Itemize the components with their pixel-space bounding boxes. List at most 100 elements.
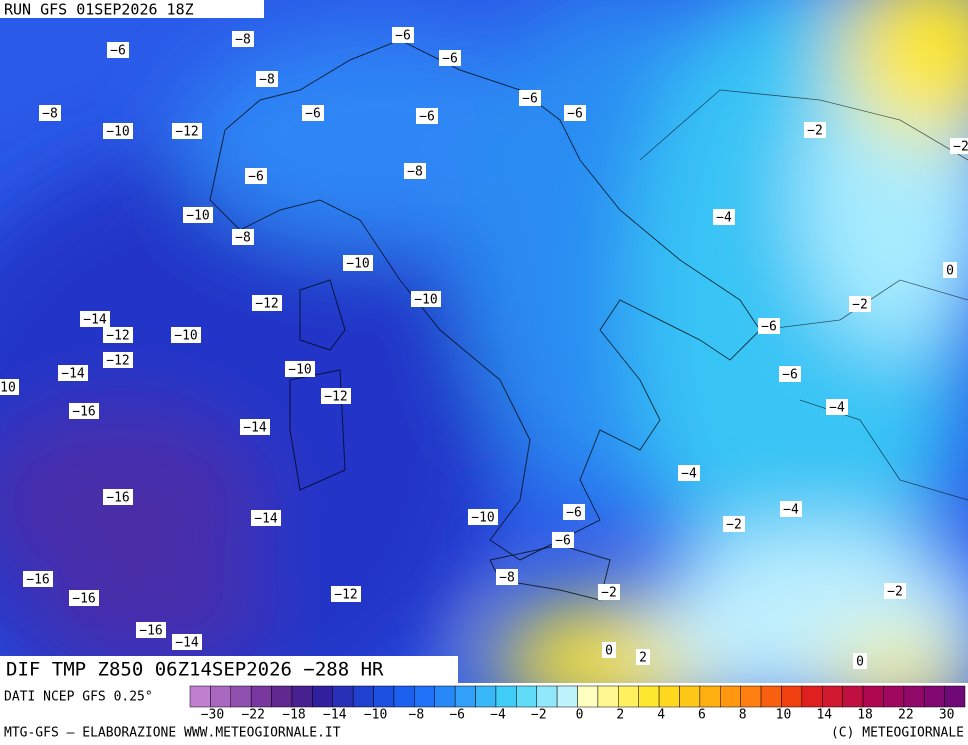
contour-label-box xyxy=(392,27,414,43)
contour-label: −8 xyxy=(42,107,58,122)
contour-label-box xyxy=(136,622,166,638)
colorbar-swatch xyxy=(821,685,843,708)
contour-label-box xyxy=(411,291,441,307)
contour-label-box xyxy=(943,262,957,278)
colorbar-label: 22 xyxy=(898,708,914,723)
colorbar-swatch xyxy=(679,685,701,708)
contour-label: −8 xyxy=(235,33,251,48)
contour-label-box xyxy=(103,327,133,343)
colorbar-label: −18 xyxy=(282,708,305,723)
colorbar-swatch xyxy=(189,685,211,708)
footer-right: (C) METEOGIORNALE xyxy=(831,726,964,741)
run-box xyxy=(0,0,264,18)
contour-label: 0 xyxy=(856,655,864,670)
contour-label: −6 xyxy=(566,506,582,521)
contour-label-box xyxy=(302,105,324,121)
source-note: DATI NCEP GFS 0.25° xyxy=(4,690,153,705)
contour-label-box xyxy=(598,584,620,600)
contour-label-box xyxy=(416,108,438,124)
contour-label-box xyxy=(826,399,848,415)
contour-label-box xyxy=(232,229,254,245)
colorbar-swatch xyxy=(291,685,313,708)
contour-label: −12 xyxy=(334,588,357,603)
colorbar-swatch xyxy=(801,685,823,708)
contour-label: −8 xyxy=(235,231,251,246)
contour-label: −2 xyxy=(726,518,742,533)
contour-label-box xyxy=(245,168,267,184)
footer-left: MTG-GFS – ELABORAZIONE WWW.METEOGIORNALE… xyxy=(4,726,341,741)
contour-label-box xyxy=(804,122,826,138)
colorbar-swatch xyxy=(556,685,578,708)
contour-label-box xyxy=(252,295,282,311)
contour-label-box xyxy=(285,361,315,377)
colorbar-swatch xyxy=(230,685,252,708)
colorbar-swatch xyxy=(475,685,497,708)
colorbar-swatch xyxy=(842,685,864,708)
contour-label-box xyxy=(251,510,281,526)
contour-label: −6 xyxy=(567,107,583,122)
colorbar-swatch xyxy=(720,685,741,708)
contour-label-box xyxy=(256,71,278,87)
contour-label: −16 xyxy=(106,491,129,506)
contour-label-box xyxy=(232,31,254,47)
contour-label: −2 xyxy=(601,586,617,601)
contour-label: −6 xyxy=(442,52,458,67)
contour-label-box xyxy=(331,586,361,602)
colorbar-swatch xyxy=(618,685,639,708)
contour-label: −10 xyxy=(346,257,369,272)
field-title: DIF TMP Z850 06Z14SEP2026 −288 HR xyxy=(6,659,384,681)
colorbar-swatch xyxy=(312,685,334,708)
contour-label: −2 xyxy=(807,124,823,139)
colorbar-swatch xyxy=(781,685,803,708)
contour-label: −16 xyxy=(26,573,49,588)
contour-label-box xyxy=(172,634,202,650)
contour-label: −6 xyxy=(782,368,798,383)
run-title: RUN GFS 01SEP2026 18Z xyxy=(4,1,194,19)
contour-label: −14 xyxy=(83,313,107,328)
colorbar-swatch xyxy=(250,685,272,708)
contour-label-box xyxy=(69,590,99,606)
colorbar-label: −2 xyxy=(531,708,547,723)
contour-label: −10 xyxy=(288,363,311,378)
contour-label-box xyxy=(439,50,461,66)
contour-label-box xyxy=(103,489,133,505)
contour-label: −6 xyxy=(419,110,435,125)
contour-label: −2 xyxy=(887,585,903,600)
contour-label-box xyxy=(602,642,616,658)
colorbar-swatch xyxy=(862,685,884,708)
colorbar-swatch xyxy=(352,685,374,708)
contour-label: 0 xyxy=(605,644,613,659)
contour-label: −10 xyxy=(106,125,129,140)
contour-label: −14 xyxy=(243,421,267,436)
colorbar-swatch xyxy=(658,685,680,708)
contour-label: −8 xyxy=(407,165,423,180)
colorbar-swatch xyxy=(883,685,905,708)
contour-label: −2 xyxy=(953,140,968,155)
colorbar-label: −6 xyxy=(449,708,465,723)
colorbar-label: 6 xyxy=(698,708,706,723)
contour-label: −12 xyxy=(106,329,129,344)
colorbar-label: −10 xyxy=(364,708,387,723)
contour-label-box xyxy=(103,352,133,368)
colorbar-label: 18 xyxy=(857,708,873,723)
contour-label-box xyxy=(636,649,650,665)
colorbar-label: 4 xyxy=(657,708,665,723)
colorbar-label: 30 xyxy=(939,708,955,723)
contour-label-box xyxy=(0,379,19,395)
contour-label-box xyxy=(779,366,801,382)
contour-label: −12 xyxy=(255,297,278,312)
contour-label-box xyxy=(80,311,110,327)
contour-label-box xyxy=(552,532,574,548)
contour-label: −16 xyxy=(72,405,95,420)
contour-label: 2 xyxy=(639,651,647,666)
contour-label: −14 xyxy=(175,636,199,651)
contour-label: −6 xyxy=(110,44,126,59)
contour-label: −10 xyxy=(174,329,197,344)
contour-label-box xyxy=(758,318,780,334)
colorbar-swatch xyxy=(536,685,558,708)
colorbar-swatch xyxy=(495,685,517,708)
colorbar-swatch xyxy=(210,685,232,708)
contour-label-box xyxy=(678,465,700,481)
